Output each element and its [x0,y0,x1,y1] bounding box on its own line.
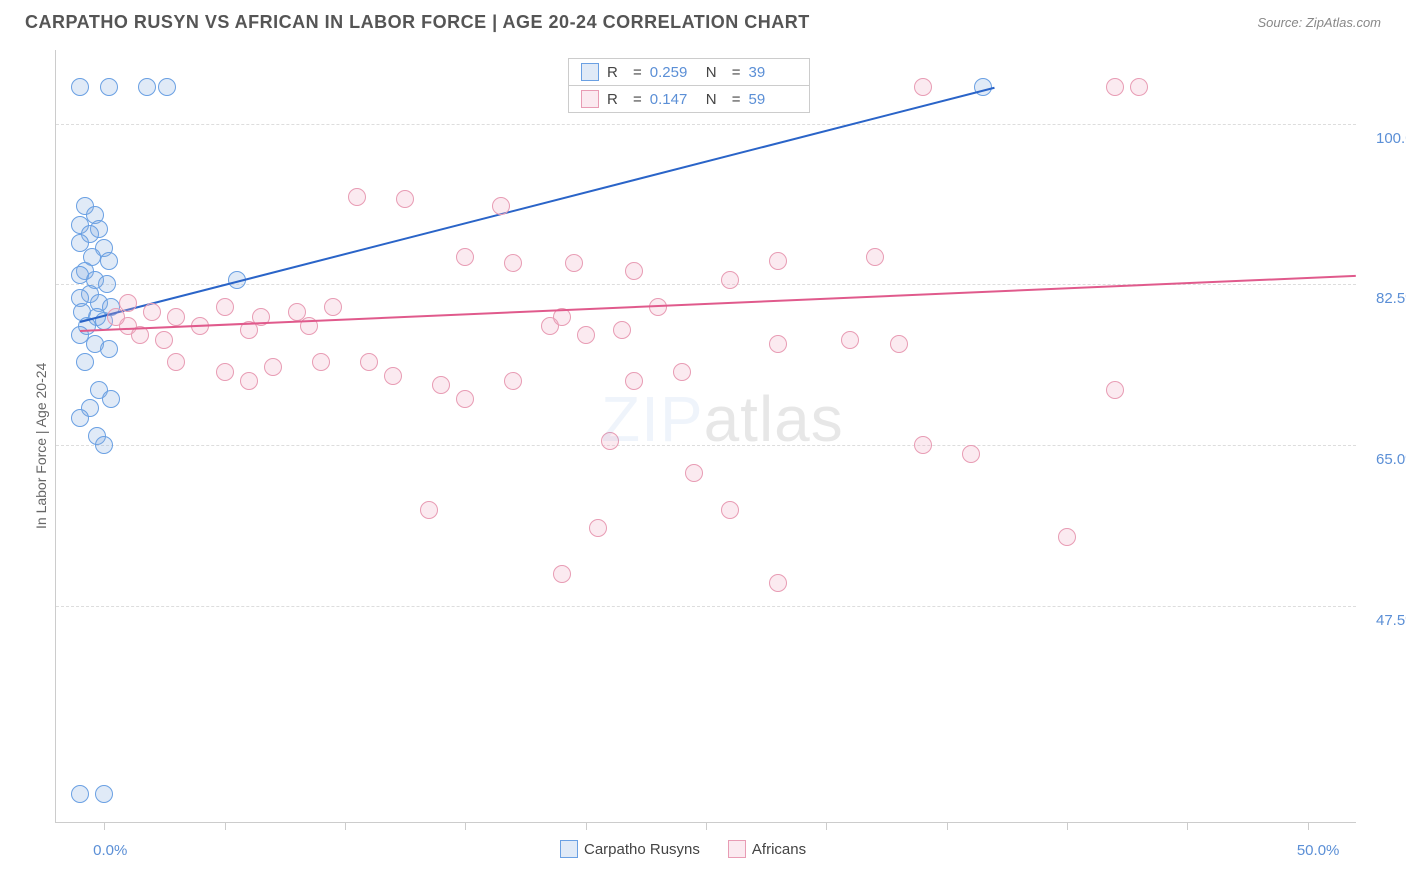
scatter-point-african [360,353,378,371]
scatter-point-african [216,363,234,381]
scatter-point-african [348,188,366,206]
scatter-point-african [1106,381,1124,399]
scatter-point-carpatho [158,78,176,96]
scatter-point-african [565,254,583,272]
scatter-point-african [553,565,571,583]
scatter-point-african [504,254,522,272]
source-label: Source: ZipAtlas.com [1257,15,1381,30]
scatter-point-carpatho [100,340,118,358]
scatter-point-african [962,445,980,463]
scatter-point-african [890,335,908,353]
scatter-point-carpatho [98,275,116,293]
scatter-point-african [216,298,234,316]
gridline [56,445,1356,446]
scatter-point-carpatho [100,78,118,96]
legend-series-item: Carpatho Rusyns [560,840,700,858]
x-tick [586,822,587,830]
y-tick-label: 100.0% [1376,130,1406,147]
scatter-point-african [1130,78,1148,96]
scatter-point-carpatho [76,353,94,371]
scatter-point-african [456,390,474,408]
scatter-point-african [914,436,932,454]
scatter-point-african [155,331,173,349]
x-tick [706,822,707,830]
y-axis-label: In Labor Force | Age 20-24 [33,362,49,528]
scatter-point-carpatho [71,409,89,427]
x-tick-label: 0.0% [93,842,127,859]
scatter-point-african [769,335,787,353]
x-tick [345,822,346,830]
scatter-point-african [312,353,330,371]
trend-line-carpatho [80,87,995,323]
scatter-point-african [649,298,667,316]
x-tick [1187,822,1188,830]
scatter-point-african [577,326,595,344]
scatter-point-african [1106,78,1124,96]
scatter-point-carpatho [71,785,89,803]
y-tick-label: 47.5% [1376,612,1406,629]
series-legend: Carpatho Rusyns Africans [560,840,806,858]
x-tick [104,822,105,830]
scatter-point-african [613,321,631,339]
correlation-legend: R = 0.259N = 39R = 0.147N = 59 [568,58,810,113]
x-tick [1067,822,1068,830]
scatter-point-african [456,248,474,266]
x-tick [465,822,466,830]
scatter-point-african [324,298,342,316]
scatter-point-carpatho [138,78,156,96]
gridline [56,606,1356,607]
scatter-point-african [504,372,522,390]
legend-swatch [581,63,599,81]
scatter-point-african [492,197,510,215]
scatter-point-carpatho [100,252,118,270]
scatter-point-african [396,190,414,208]
chart-title: CARPATHO RUSYN VS AFRICAN IN LABOR FORCE… [25,12,810,33]
x-tick-label: 50.0% [1297,842,1340,859]
scatter-point-african [625,372,643,390]
scatter-point-african [240,372,258,390]
scatter-point-african [143,303,161,321]
legend-series-item: Africans [728,840,806,858]
scatter-point-african [685,464,703,482]
legend-swatch [560,840,578,858]
scatter-point-african [914,78,932,96]
scatter-point-african [866,248,884,266]
scatter-point-african [119,294,137,312]
legend-correlation-row: R = 0.147N = 59 [568,85,810,113]
scatter-point-african [769,574,787,592]
scatter-point-african [420,501,438,519]
legend-swatch [728,840,746,858]
scatter-point-carpatho [102,390,120,408]
scatter-point-african [264,358,282,376]
scatter-point-african [384,367,402,385]
x-tick [225,822,226,830]
scatter-point-african [769,252,787,270]
x-tick [947,822,948,830]
y-tick-label: 82.5% [1376,290,1406,307]
scatter-point-african [1058,528,1076,546]
y-tick-label: 65.0% [1376,451,1406,468]
x-tick [826,822,827,830]
scatter-point-carpatho [71,78,89,96]
legend-swatch [581,90,599,108]
scatter-point-african [432,376,450,394]
scatter-point-african [841,331,859,349]
scatter-point-african [167,353,185,371]
scatter-point-african [601,432,619,450]
scatter-point-african [589,519,607,537]
gridline [56,124,1356,125]
scatter-point-african [673,363,691,381]
scatter-point-african [721,501,739,519]
plot-area: 47.5%65.0%82.5%100.0% [55,50,1356,823]
legend-correlation-row: R = 0.259N = 39 [568,58,810,85]
x-tick [1308,822,1309,830]
scatter-point-carpatho [95,785,113,803]
scatter-point-african [167,308,185,326]
scatter-point-african [625,262,643,280]
scatter-point-african [721,271,739,289]
scatter-point-carpatho [95,436,113,454]
